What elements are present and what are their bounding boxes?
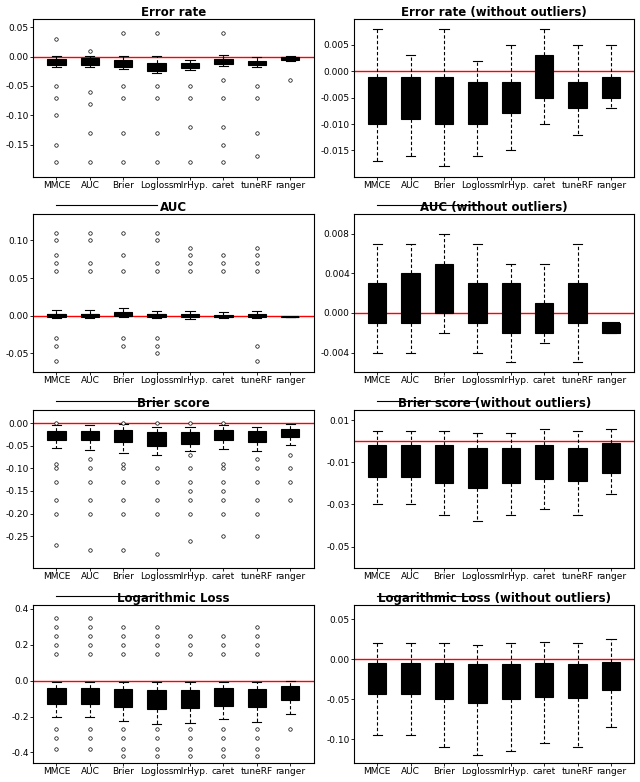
PathPatch shape: [535, 446, 554, 479]
PathPatch shape: [281, 429, 300, 436]
Title: Error rate: Error rate: [141, 5, 206, 19]
Text: tuneRanger: tuneRanger: [80, 215, 133, 224]
PathPatch shape: [248, 314, 266, 317]
PathPatch shape: [401, 663, 420, 694]
PathPatch shape: [114, 60, 132, 67]
PathPatch shape: [114, 430, 132, 442]
PathPatch shape: [535, 663, 554, 697]
PathPatch shape: [281, 686, 300, 701]
PathPatch shape: [368, 663, 387, 694]
PathPatch shape: [214, 315, 233, 317]
Title: Logarithmic Loss (without outliers): Logarithmic Loss (without outliers): [378, 592, 611, 605]
PathPatch shape: [602, 662, 620, 690]
PathPatch shape: [535, 303, 554, 332]
PathPatch shape: [147, 63, 166, 70]
Text: tuneRanger: tuneRanger: [80, 606, 133, 615]
PathPatch shape: [435, 446, 453, 483]
PathPatch shape: [248, 431, 266, 442]
PathPatch shape: [568, 283, 587, 323]
Title: Error rate (without outliers): Error rate (without outliers): [401, 5, 587, 19]
PathPatch shape: [368, 446, 387, 477]
PathPatch shape: [181, 432, 199, 444]
PathPatch shape: [502, 283, 520, 332]
PathPatch shape: [435, 264, 453, 313]
PathPatch shape: [147, 691, 166, 709]
Text: tuneRanger: tuneRanger: [401, 606, 454, 615]
PathPatch shape: [602, 77, 620, 98]
PathPatch shape: [114, 312, 132, 316]
Title: Brier score (without outliers): Brier score (without outliers): [397, 396, 591, 410]
PathPatch shape: [568, 447, 587, 481]
PathPatch shape: [368, 77, 387, 124]
PathPatch shape: [468, 283, 486, 323]
Title: AUC (without outliers): AUC (without outliers): [420, 201, 568, 214]
PathPatch shape: [81, 59, 99, 65]
PathPatch shape: [568, 82, 587, 108]
Title: Brier score: Brier score: [137, 396, 210, 410]
PathPatch shape: [181, 63, 199, 68]
Text: tuneRanger: tuneRanger: [80, 411, 133, 419]
PathPatch shape: [81, 314, 99, 317]
PathPatch shape: [535, 56, 554, 98]
PathPatch shape: [214, 430, 233, 440]
PathPatch shape: [468, 447, 486, 488]
PathPatch shape: [502, 664, 520, 699]
PathPatch shape: [568, 664, 587, 698]
PathPatch shape: [214, 59, 233, 63]
PathPatch shape: [248, 689, 266, 707]
PathPatch shape: [368, 283, 387, 323]
PathPatch shape: [435, 663, 453, 699]
PathPatch shape: [47, 314, 66, 317]
Title: AUC: AUC: [160, 201, 187, 214]
PathPatch shape: [435, 77, 453, 124]
PathPatch shape: [281, 57, 300, 59]
PathPatch shape: [248, 61, 266, 65]
PathPatch shape: [47, 59, 66, 66]
PathPatch shape: [181, 690, 199, 708]
PathPatch shape: [181, 314, 199, 317]
PathPatch shape: [602, 443, 620, 473]
PathPatch shape: [147, 314, 166, 317]
Title: Logarithmic Loss: Logarithmic Loss: [117, 592, 230, 605]
PathPatch shape: [602, 323, 620, 332]
Text: tuneRanger: tuneRanger: [401, 411, 454, 419]
PathPatch shape: [47, 431, 66, 440]
PathPatch shape: [401, 446, 420, 477]
PathPatch shape: [468, 82, 486, 124]
Text: tuneRanger: tuneRanger: [401, 215, 454, 224]
PathPatch shape: [81, 431, 99, 440]
PathPatch shape: [81, 687, 99, 704]
PathPatch shape: [468, 664, 486, 703]
PathPatch shape: [147, 432, 166, 446]
PathPatch shape: [47, 687, 66, 704]
PathPatch shape: [214, 688, 233, 705]
PathPatch shape: [401, 77, 420, 119]
PathPatch shape: [114, 689, 132, 707]
PathPatch shape: [502, 82, 520, 113]
PathPatch shape: [502, 447, 520, 483]
PathPatch shape: [401, 274, 420, 323]
